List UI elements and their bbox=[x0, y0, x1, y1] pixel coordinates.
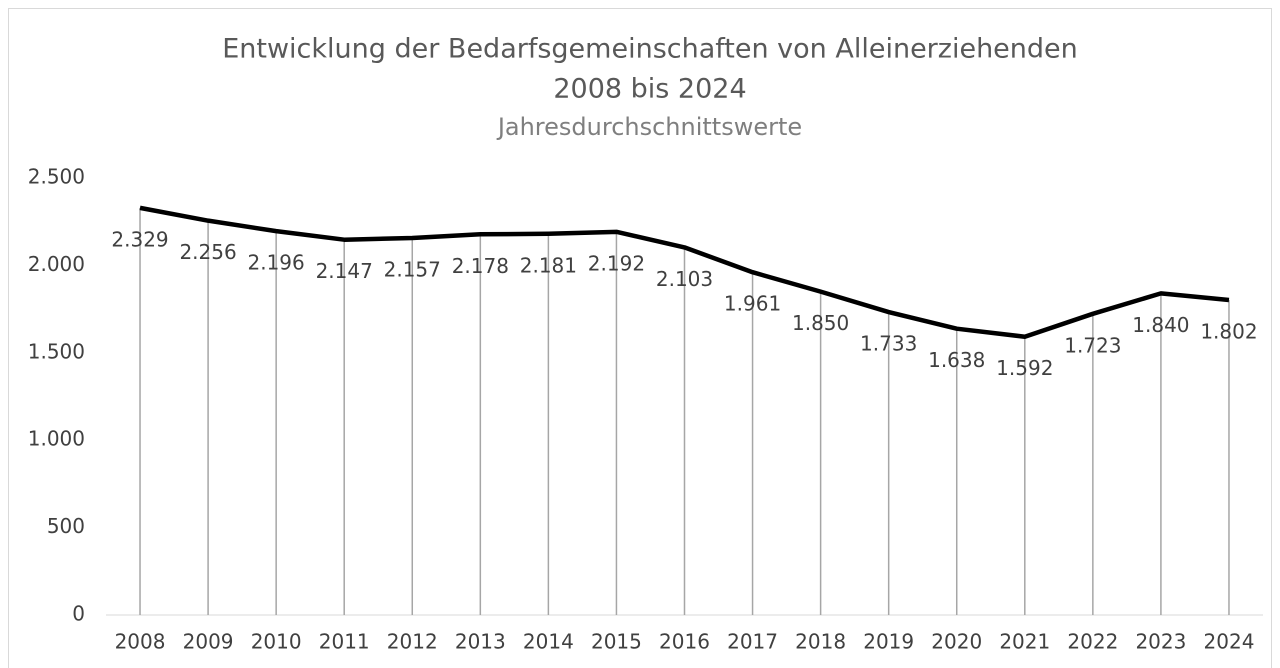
y-tick-label: 1.000 bbox=[28, 427, 85, 451]
x-tick-label: 2009 bbox=[183, 630, 234, 654]
data-label: 2.192 bbox=[588, 251, 645, 275]
x-tick-label: 2019 bbox=[863, 630, 914, 654]
data-label: 2.329 bbox=[111, 227, 168, 251]
data-label: 2.147 bbox=[316, 259, 373, 283]
x-tick-label: 2015 bbox=[591, 630, 642, 654]
data-label: 1.961 bbox=[724, 292, 781, 316]
data-label: 1.733 bbox=[860, 332, 917, 356]
y-tick-label: 0 bbox=[72, 602, 85, 626]
data-line bbox=[139, 205, 1230, 339]
data-label: 2.103 bbox=[656, 267, 713, 291]
chart-border bbox=[8, 8, 1272, 668]
x-tick-label: 2012 bbox=[387, 630, 438, 654]
data-label: 1.638 bbox=[928, 348, 985, 372]
data-label: 1.850 bbox=[792, 311, 849, 335]
data-label: 1.592 bbox=[996, 356, 1053, 380]
chart-subtitle: Jahresdurchschnittswerte bbox=[496, 113, 802, 141]
x-tick-label: 2011 bbox=[319, 630, 370, 654]
data-label: 2.196 bbox=[248, 251, 305, 275]
x-tick-label: 2021 bbox=[999, 630, 1050, 654]
data-label: 2.178 bbox=[452, 254, 509, 278]
x-tick-label: 2023 bbox=[1135, 630, 1186, 654]
y-tick-label: 1.500 bbox=[28, 339, 85, 363]
x-tick-label: 2017 bbox=[727, 630, 778, 654]
data-label: 2.157 bbox=[384, 257, 441, 281]
x-tick-label: 2020 bbox=[931, 630, 982, 654]
x-tick-label: 2022 bbox=[1067, 630, 1118, 654]
x-tick-label: 2014 bbox=[523, 630, 574, 654]
x-tick-label: 2018 bbox=[795, 630, 846, 654]
x-tick-label: 2008 bbox=[115, 630, 166, 654]
y-tick-label: 500 bbox=[47, 514, 85, 538]
data-label: 1.802 bbox=[1200, 320, 1257, 344]
x-tick-label: 2010 bbox=[251, 630, 302, 654]
data-label: 2.181 bbox=[520, 253, 577, 277]
chart-title: 2008 bis 2024 bbox=[553, 74, 746, 105]
x-tick-label: 2016 bbox=[659, 630, 710, 654]
y-tick-label: 2.000 bbox=[28, 252, 85, 276]
x-tick-label: 2013 bbox=[455, 630, 506, 654]
data-label: 1.840 bbox=[1132, 313, 1189, 337]
chart-title: Entwicklung der Bedarfsgemeinschaften vo… bbox=[222, 34, 1078, 65]
x-tick-label: 2024 bbox=[1204, 630, 1255, 654]
data-label: 1.723 bbox=[1064, 333, 1121, 357]
data-label: 2.256 bbox=[179, 240, 236, 264]
y-tick-label: 2.500 bbox=[28, 165, 85, 189]
